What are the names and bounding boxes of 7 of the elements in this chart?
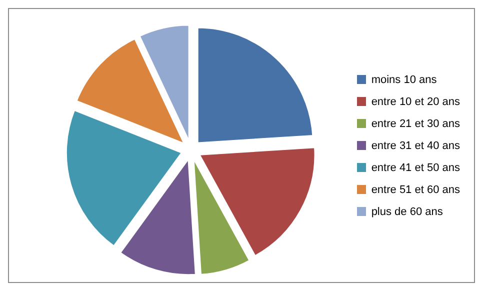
- legend-label: entre 10 et 20 ans: [371, 96, 460, 108]
- legend-label: moins 10 ans: [371, 74, 437, 86]
- legend-label: entre 51 et 60 ans: [371, 184, 460, 196]
- legend-label: entre 41 et 50 ans: [371, 162, 460, 174]
- legend-label: entre 21 et 30 ans: [371, 118, 460, 130]
- legend-label: plus de 60 ans: [371, 206, 443, 218]
- legend-label: entre 31 et 40 ans: [371, 140, 460, 152]
